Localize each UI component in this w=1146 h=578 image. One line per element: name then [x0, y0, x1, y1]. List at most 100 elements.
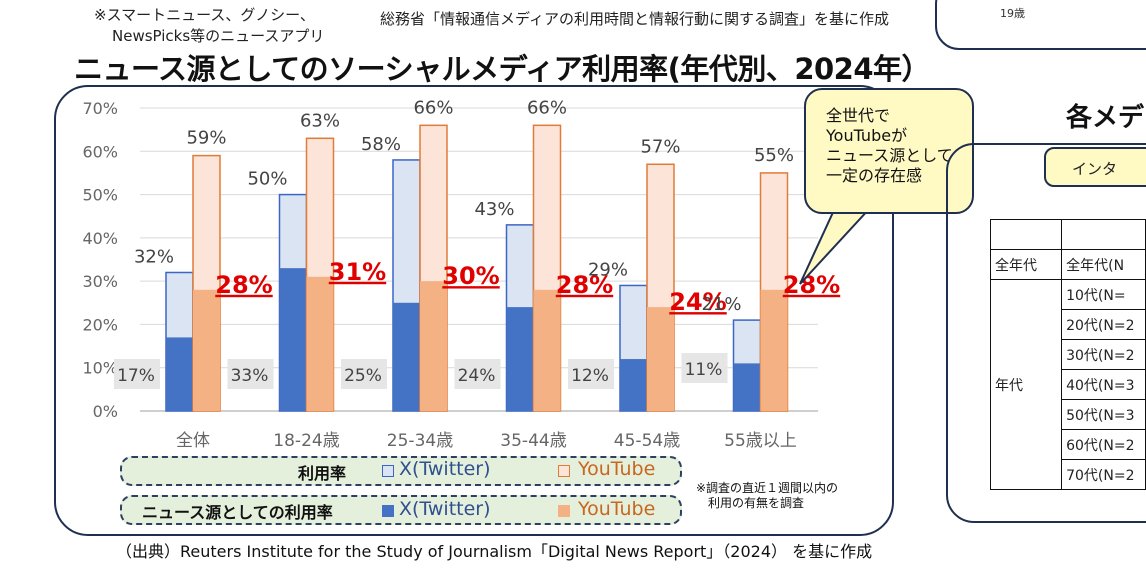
bar-x-news	[506, 307, 534, 411]
right-table: 全年代 全年代(N 年代 10代(N= 20代(N=2 30代(N=2 40代(N=…	[989, 219, 1146, 490]
y-tick-label: 60%	[82, 142, 118, 161]
table-cell: 10代(N=	[1061, 279, 1146, 310]
label-x-usage: 29%	[588, 259, 628, 280]
chart-panel	[54, 85, 894, 536]
bar-yt-news	[760, 289, 788, 411]
table-cell	[989, 219, 1063, 250]
x-axis-labels: 全体 18-24歳 25-34歳 35-44歳 45-54歳 55歳以上	[176, 431, 797, 451]
table-cell: 20代(N=2	[1061, 309, 1146, 340]
label-yt-usage: 66%	[527, 97, 567, 118]
legend-news-title: ニュース源としての利用率	[142, 503, 333, 522]
legend-usage-title: 利用率	[298, 464, 347, 483]
label-x-usage: 32%	[134, 246, 174, 267]
bar-yt-news	[193, 289, 220, 411]
y-tick-label: 70%	[82, 99, 118, 118]
bar-yt-news	[647, 307, 674, 411]
bar-x-news	[393, 302, 420, 411]
bar-x-news	[733, 363, 761, 411]
bars: 32% 59% 17% 28% 50% 63% 33% 31% 58% 66% 25% 30% 43% 6…	[114, 97, 840, 412]
label-x-news-bg	[227, 359, 274, 389]
label-x-news-bg	[568, 359, 614, 389]
label-x-news: 12%	[571, 366, 609, 386]
label-x-usage: 21%	[701, 294, 741, 315]
bar-yt-news	[420, 281, 447, 411]
survey-note-line1: ※調査の直近１週間以内の	[696, 481, 839, 495]
y-tick-label: 30%	[82, 272, 118, 291]
x-category-label: 35-44歳	[500, 431, 566, 451]
bar-x-news	[620, 359, 647, 411]
label-yt-usage: 63%	[300, 110, 340, 131]
label-x-usage: 43%	[474, 199, 514, 220]
label-yt-usage: 55%	[754, 145, 794, 166]
legend-news	[120, 495, 682, 525]
label-x-news-bg	[454, 359, 501, 389]
legend-x-usage-label: X(Twitter)	[399, 458, 491, 480]
legend-usage	[120, 456, 682, 486]
table-cell: 全年代(N	[1061, 249, 1146, 280]
label-x-news: 17%	[117, 366, 155, 386]
label-x-news: 25%	[344, 366, 382, 386]
label-yt-news: 24%	[669, 288, 726, 316]
survey-note-line2: 利用の有無を調査	[708, 496, 805, 510]
chart-title: ニュース源としてのソーシャルメディア利用率(年代別、2024年）	[74, 52, 931, 86]
label-x-usage: 58%	[361, 134, 401, 155]
label-yt-usage: 59%	[186, 128, 226, 149]
legend-x-news-swatch	[382, 505, 394, 517]
y-tick-label: 0%	[93, 402, 118, 421]
y-tick-label: 10%	[82, 359, 118, 378]
table-cell: 30代(N=2	[1061, 339, 1146, 370]
label-x-news-bg	[681, 353, 728, 383]
bar-yt-news	[533, 289, 561, 411]
right-panel-pill: インタ	[1044, 147, 1146, 187]
label-yt-usage: 66%	[413, 97, 453, 118]
label-x-news-bg	[341, 359, 387, 389]
x-category-label: 全体	[176, 431, 210, 451]
table-group-cell: 年代	[989, 279, 1063, 490]
y-axis-ticks: 0% 10% 20% 30% 40% 50% 60% 70%	[82, 99, 118, 421]
table-cell	[1061, 219, 1146, 250]
legend-yt-news-swatch	[558, 505, 570, 517]
top-note-line2: NewsPicks等のニュースアプリ	[112, 27, 325, 45]
legend-yt-usage-label: YouTube	[578, 458, 656, 480]
survey-note: ※調査の直近１週間以内の 利用の有無を調査	[696, 481, 838, 511]
source-note-top: 総務省「情報通信メディアの利用時間と情報行動に関する調査」を基に作成	[380, 10, 889, 28]
right-panel-title: 各メデ	[1066, 103, 1145, 133]
label-x-news-bg	[114, 359, 160, 389]
source-footer: （出典）Reuters Institute for the Study of J…	[116, 542, 873, 561]
callout-line3: ニュース源として	[826, 146, 953, 165]
right-panel	[946, 143, 1146, 523]
table-cell: 40代(N=3	[1061, 369, 1146, 400]
label-yt-news: 28%	[783, 271, 840, 299]
label-x-news: 11%	[685, 360, 723, 380]
callout-line2: YouTubeが	[826, 126, 908, 145]
table-cell: 50代(N=3	[1061, 399, 1146, 430]
label-yt-news: 31%	[329, 258, 386, 286]
x-category-label: 18-24歳	[273, 431, 339, 451]
callout-box: 全世代で YouTubeが ニュース源として 一定の存在感	[804, 88, 974, 214]
label-yt-news: 28%	[556, 271, 613, 299]
x-category-label: 45-54歳	[614, 431, 680, 451]
legend-yt-news-label: YouTube	[578, 498, 656, 520]
label-x-news: 33%	[231, 366, 269, 386]
legend-yt-usage-swatch	[558, 465, 570, 477]
y-tick-label: 20%	[82, 315, 118, 334]
bar-yt-news	[306, 276, 334, 411]
label-yt-news: 28%	[215, 271, 272, 299]
callout-seam	[837, 208, 869, 212]
y-tick-label: 40%	[82, 229, 118, 248]
x-category-label: 25-34歳	[387, 431, 453, 451]
bar-x-news	[166, 337, 193, 411]
legend-x-usage-swatch	[382, 465, 394, 477]
age-label: 19歳	[1000, 7, 1025, 20]
legend-x-news-label: X(Twitter)	[399, 498, 491, 520]
label-x-usage: 50%	[247, 169, 287, 190]
table-cell: 全年代	[989, 249, 1063, 280]
table-cell: 60代(N=2	[1061, 429, 1146, 460]
callout-line1: 全世代で	[826, 106, 891, 125]
bar-x-news	[279, 268, 307, 411]
top-right-panel	[935, 0, 1146, 50]
callout-line4: 一定の存在感	[826, 166, 923, 185]
table-cell: 70代(N=2	[1061, 459, 1146, 490]
label-yt-news: 30%	[442, 262, 499, 290]
